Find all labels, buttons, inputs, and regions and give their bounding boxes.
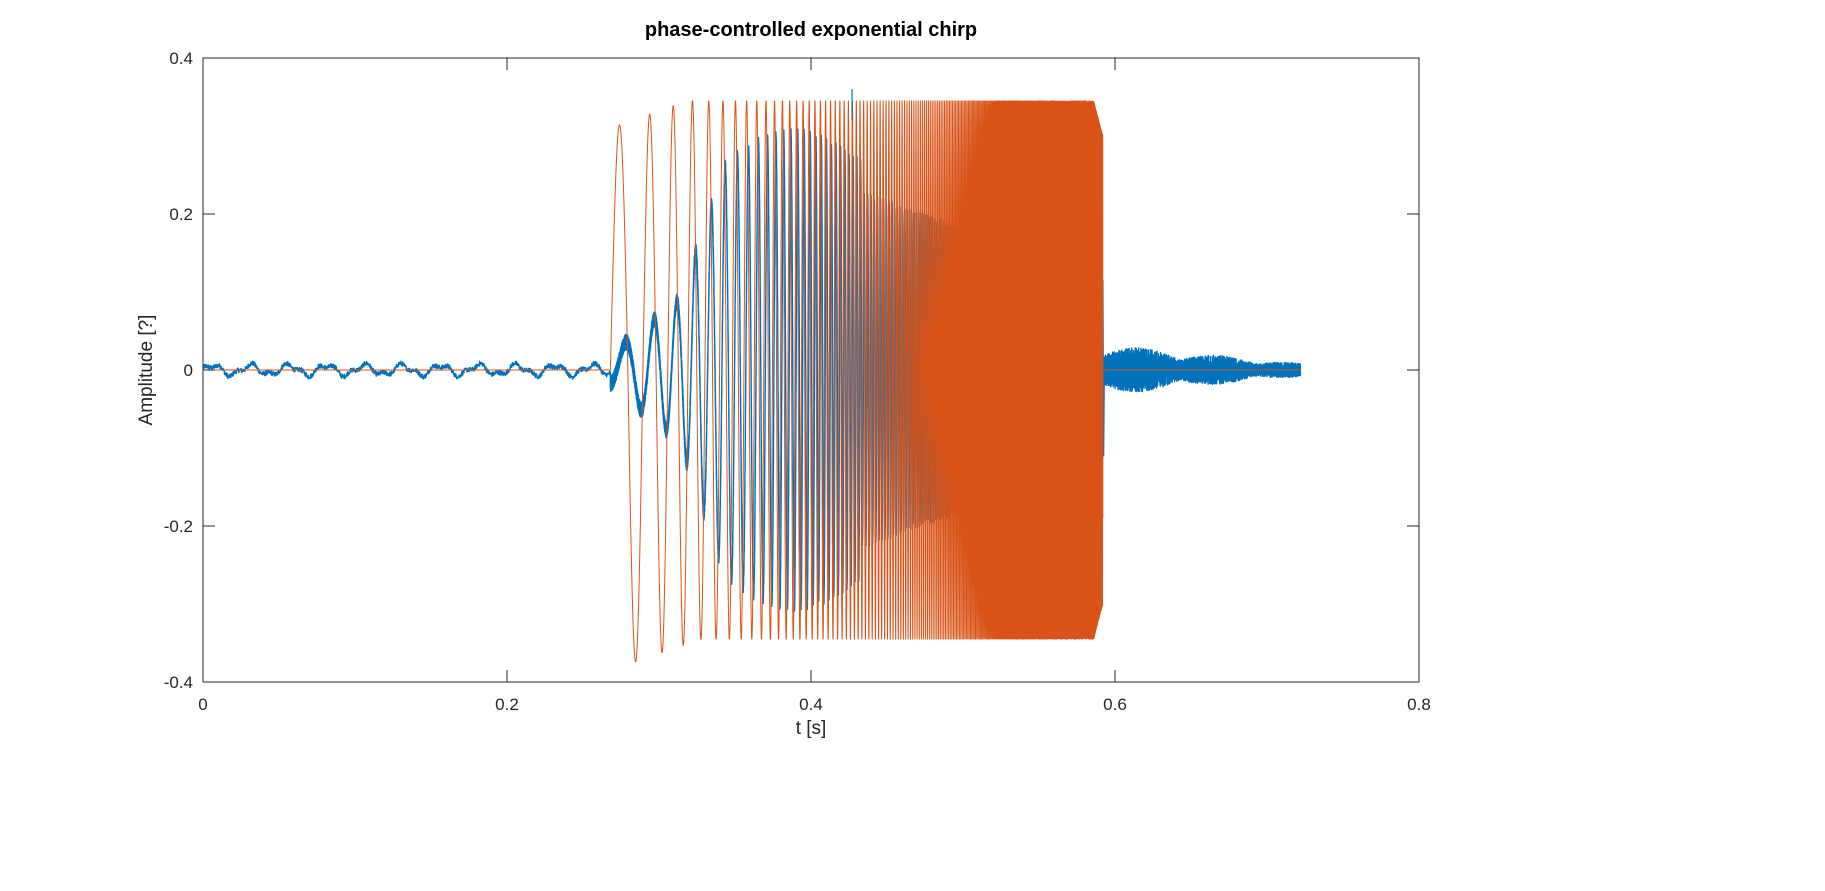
x-tick-label: 0.2 xyxy=(495,695,519,714)
y-tick-label: -0.2 xyxy=(164,517,193,536)
x-tick-label: 0.4 xyxy=(799,695,823,714)
y-tick-label: 0.4 xyxy=(169,49,193,68)
axes: 0 0.2 0.4 0.6 0.8 -0.4 -0.2 0 0.2 0.4 xyxy=(164,49,1431,714)
x-tick-label: 0 xyxy=(198,695,207,714)
y-tick-label: 0 xyxy=(184,361,193,380)
x-tick-label: 0.6 xyxy=(1103,695,1127,714)
y-axis-label: Amplitude [?] xyxy=(136,315,157,426)
y-tick-label: -0.4 xyxy=(164,673,193,692)
chart-title: phase-controlled exponential chirp xyxy=(645,19,977,41)
plot-area xyxy=(203,89,1302,663)
y-tick-label: 0.2 xyxy=(169,205,193,224)
x-tick-label: 0.8 xyxy=(1407,695,1431,714)
x-axis-label: t [s] xyxy=(796,718,827,739)
series-chirp-line xyxy=(203,100,1301,663)
